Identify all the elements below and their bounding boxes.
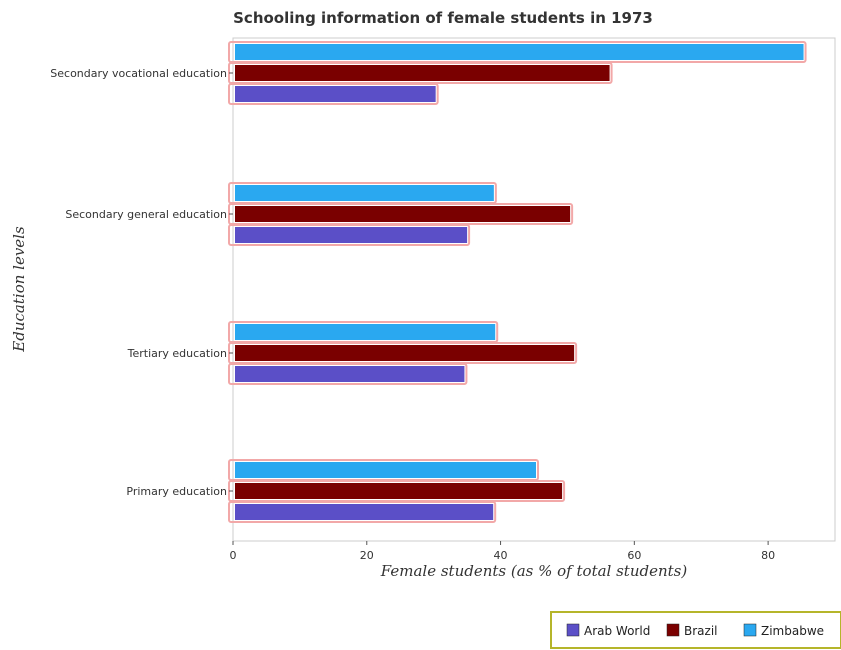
x-tick-labels: 0 20 40 60 80 — [230, 541, 775, 562]
bar-brazil-1 — [235, 345, 575, 361]
legend-swatch-brazil — [666, 623, 680, 637]
bars-group — [228, 41, 807, 523]
bar-outline — [228, 459, 540, 481]
legend: Arab World Brazil Zimbabwe — [550, 611, 841, 649]
bar-arab-world-0 — [235, 504, 494, 520]
bar-outline — [228, 321, 499, 343]
legend-swatch-arab-world — [566, 623, 580, 637]
bar-brazil-3 — [235, 65, 610, 81]
y-tick-label: Secondary general education — [65, 208, 227, 221]
x-tick-label: 40 — [494, 549, 508, 562]
bar-zimbabwe-2 — [235, 185, 494, 201]
bar-zimbabwe-1 — [235, 324, 496, 340]
legend-box — [550, 611, 841, 649]
x-tick-label: 80 — [761, 549, 775, 562]
legend-label-brazil: Brazil — [684, 624, 718, 638]
x-axis-label: Female students (as % of total students) — [380, 562, 688, 580]
legend-label-arab-world: Arab World — [584, 624, 650, 638]
bar-outline — [228, 182, 497, 204]
bar-brazil-2 — [235, 206, 571, 222]
bar-zimbabwe-3 — [235, 44, 804, 60]
chart-title: Schooling information of female students… — [233, 9, 653, 27]
x-tick-label: 20 — [360, 549, 374, 562]
plot-area — [232, 37, 836, 542]
bar-brazil-0 — [235, 483, 563, 499]
y-axis-label: Education levels — [10, 226, 28, 353]
y-tick-label: Secondary vocational education — [50, 67, 227, 80]
legend-swatch-zimbabwe — [743, 623, 757, 637]
bar-outline — [228, 41, 807, 63]
bar-zimbabwe-0 — [235, 462, 537, 478]
y-tick-label: Primary education — [126, 485, 227, 498]
legend-label-zimbabwe: Zimbabwe — [761, 624, 824, 638]
bar-arab-world-1 — [235, 366, 465, 382]
y-tick-label: Tertiary education — [127, 347, 227, 360]
y-tick-labels: Primary education Tertiary education Secon… — [50, 67, 233, 498]
x-tick-label: 0 — [230, 549, 237, 562]
bar-arab-world-3 — [235, 86, 436, 102]
bar-arab-world-2 — [235, 227, 468, 243]
x-tick-label: 60 — [627, 549, 641, 562]
